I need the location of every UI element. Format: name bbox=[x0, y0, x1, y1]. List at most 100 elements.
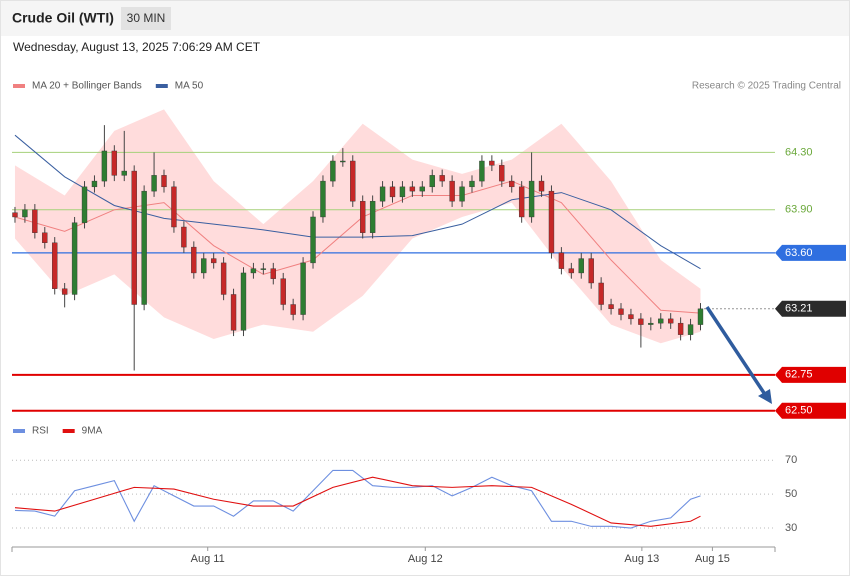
candle-body bbox=[191, 246, 197, 274]
legend-swatch bbox=[62, 429, 75, 433]
candle-body bbox=[220, 262, 227, 295]
candle-body bbox=[230, 294, 237, 331]
candle-body bbox=[419, 186, 425, 192]
candle-body bbox=[260, 268, 267, 270]
series-line bbox=[14, 469, 701, 529]
candle-body bbox=[12, 212, 18, 218]
legend-swatch bbox=[13, 84, 25, 88]
timeframe: 30 MIN bbox=[127, 11, 166, 25]
candle-body bbox=[588, 258, 594, 284]
candle-body bbox=[42, 232, 48, 244]
level-label: 63.21 bbox=[785, 303, 813, 315]
candle-body bbox=[409, 186, 416, 192]
timeframe-box bbox=[121, 7, 171, 30]
candle-body bbox=[22, 209, 28, 218]
level-label-box bbox=[775, 244, 846, 261]
legend-label: RSI bbox=[32, 426, 49, 437]
candle-body bbox=[91, 180, 98, 188]
candle-body bbox=[32, 209, 38, 233]
y-tick-label: 30 bbox=[785, 522, 797, 534]
candle-body bbox=[618, 308, 624, 315]
y-tick-label: 70 bbox=[785, 454, 797, 466]
candle-body bbox=[290, 304, 296, 315]
x-tick-label: Aug 12 bbox=[408, 553, 443, 565]
candle-body bbox=[360, 200, 366, 233]
candle-body bbox=[71, 222, 78, 295]
candle-body bbox=[499, 165, 505, 182]
candle-body bbox=[538, 180, 545, 192]
candle-body bbox=[509, 180, 515, 188]
candle-body bbox=[101, 150, 108, 182]
credit: Research © 2025 Trading Central bbox=[692, 81, 841, 92]
legend-label: MA 50 bbox=[175, 81, 204, 92]
level-label: 62.75 bbox=[785, 369, 813, 381]
subtitle: Wednesday, August 13, 2025 7:06:29 AM CE… bbox=[13, 40, 261, 54]
candle-body bbox=[330, 160, 336, 182]
candle-body bbox=[578, 258, 584, 274]
level-label: 63.90 bbox=[785, 204, 813, 216]
candle-body bbox=[658, 318, 664, 324]
candle-body bbox=[399, 186, 406, 198]
series-line bbox=[14, 476, 701, 527]
candle-body bbox=[479, 160, 485, 182]
candle-body bbox=[320, 180, 326, 218]
candle-body bbox=[667, 318, 674, 324]
forecast-arrow bbox=[705, 306, 768, 397]
chart-title: Crude Oil (WTI) bbox=[12, 10, 114, 26]
candle-body bbox=[201, 258, 207, 274]
level-label: 64.30 bbox=[785, 146, 813, 158]
bollinger-band bbox=[14, 109, 701, 344]
candle-body bbox=[161, 175, 167, 188]
candle-body bbox=[489, 160, 495, 166]
candle-body bbox=[280, 278, 286, 305]
candle-body bbox=[568, 268, 575, 274]
level-label-box bbox=[775, 402, 846, 419]
candle-body bbox=[648, 322, 654, 325]
candle-body bbox=[439, 175, 445, 182]
candle-body bbox=[598, 282, 604, 305]
candle-body bbox=[677, 322, 684, 335]
legend-swatch bbox=[155, 84, 168, 88]
candle-body bbox=[121, 170, 127, 176]
candle-body bbox=[459, 186, 465, 202]
candle-body bbox=[141, 190, 147, 305]
candle-body bbox=[548, 190, 555, 254]
candle-body bbox=[61, 288, 68, 295]
candle-body bbox=[340, 160, 346, 163]
candle-body bbox=[697, 308, 704, 325]
level-label-box bbox=[775, 300, 846, 317]
candle-body bbox=[518, 186, 525, 218]
candle-body bbox=[628, 314, 634, 320]
candle-body bbox=[687, 324, 694, 335]
level-label: 62.50 bbox=[785, 405, 813, 417]
x-tick-label: Aug 11 bbox=[191, 553, 225, 565]
legend-label: MA 20 + Bollinger Bands bbox=[32, 81, 142, 92]
candle-body bbox=[608, 304, 614, 310]
candle-body bbox=[310, 216, 316, 264]
candle-body bbox=[429, 175, 435, 188]
level-label: 63.60 bbox=[785, 247, 813, 259]
candle-body bbox=[270, 268, 276, 279]
legend-label: 9MA bbox=[82, 426, 103, 437]
x-tick-label: Aug 13 bbox=[624, 553, 659, 565]
price-panel: 64.30 63.90 63.60 63.21 62.75 62.50 MA 20 + Bo… bbox=[12, 81, 846, 419]
candle-body bbox=[131, 170, 137, 305]
level-label-box bbox=[775, 366, 846, 383]
candle-body bbox=[389, 186, 396, 198]
candle-body bbox=[181, 226, 187, 248]
candle-body bbox=[449, 180, 455, 202]
candle-body bbox=[171, 186, 177, 228]
candle-body bbox=[210, 258, 217, 264]
candle-body bbox=[151, 175, 157, 192]
candle-body bbox=[558, 252, 565, 269]
candle-body bbox=[638, 318, 644, 325]
candle-body bbox=[469, 180, 475, 188]
legend-swatch bbox=[13, 429, 25, 433]
candle-body bbox=[528, 180, 535, 218]
candle-body bbox=[379, 186, 386, 202]
forecast-arrowhead bbox=[758, 389, 772, 404]
y-tick-label: 50 bbox=[785, 488, 797, 500]
candle-body bbox=[369, 200, 376, 233]
candle-body bbox=[81, 186, 88, 223]
